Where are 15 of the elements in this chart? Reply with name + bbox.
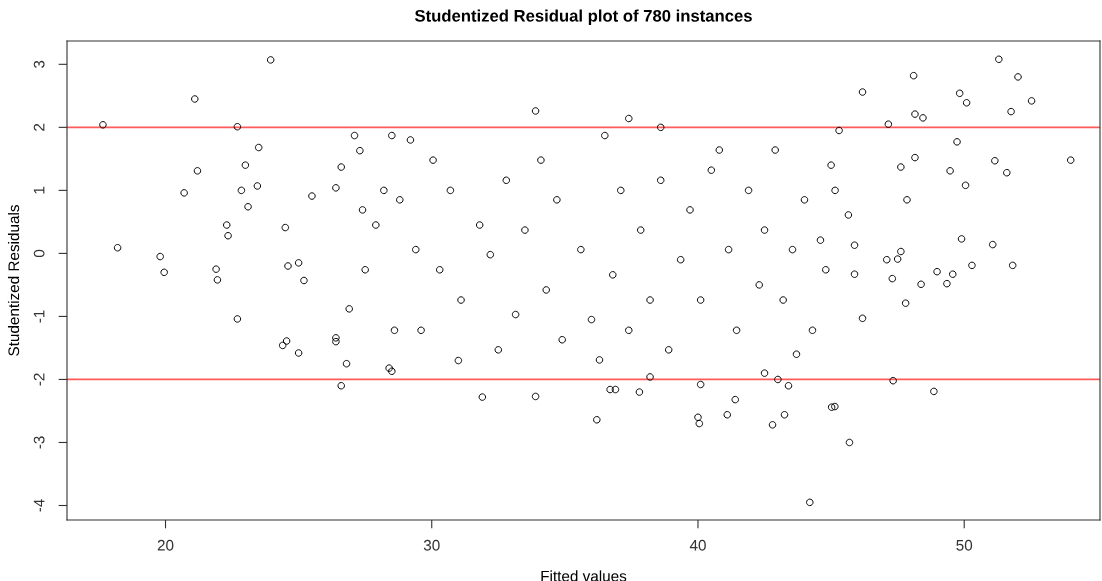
x-axis-title: Fitted values: [541, 570, 627, 581]
x-tick-label: 30: [423, 539, 440, 551]
y-tick-label: 1: [33, 186, 45, 194]
y-axis-title: Studentized Residuals: [7, 205, 20, 356]
y-tick-label: 2: [33, 123, 45, 131]
y-tick-label: -2: [33, 373, 45, 386]
y-tick-label: 0: [33, 249, 45, 258]
x-tick-label: 50: [956, 539, 973, 551]
x-tick-label: 20: [157, 539, 174, 551]
y-tick-label: -1: [33, 310, 45, 323]
x-tick-label: 40: [689, 539, 706, 551]
y-tick-label: -3: [33, 436, 45, 449]
y-tick-label: 3: [33, 60, 45, 68]
y-tick-label: -4: [33, 499, 45, 512]
chart-title: Studentized Residual plot of 780 instances: [414, 9, 752, 26]
